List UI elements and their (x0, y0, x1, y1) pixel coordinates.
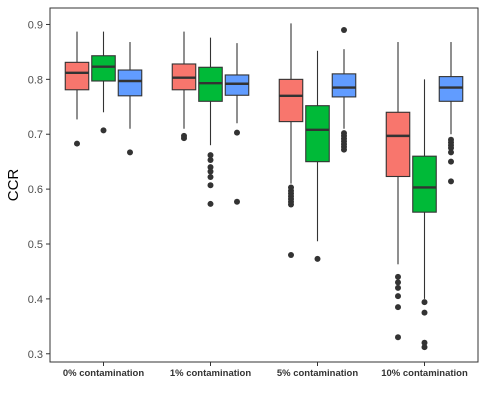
y-tick-label: 0.3 (28, 349, 43, 361)
y-axis-title: CCR (5, 169, 22, 202)
iqr-box (385, 111, 411, 178)
y-tick-label: 0.8 (28, 74, 43, 86)
axes: 0.3 0.4 0.5 0.6 0.7 0.8 0.9 0% contamination 1% … (28, 19, 468, 379)
iqr-box (117, 69, 143, 97)
outlier-point (341, 146, 347, 153)
outlier-point (395, 279, 401, 286)
panel-border (49, 7, 479, 363)
outlier-point (421, 339, 428, 346)
outlier-point (448, 178, 454, 185)
y-tick-label: 0.5 (28, 239, 43, 251)
iqr-box (64, 61, 90, 91)
outlier-point (314, 255, 321, 262)
outlier-point (421, 344, 428, 351)
outlier-point (207, 152, 214, 159)
y-tick-label: 0.4 (28, 294, 43, 306)
box-group (331, 26, 357, 153)
iqr-box (331, 73, 357, 98)
iqr-box (91, 55, 116, 82)
x-category-label: 1% contamination (170, 368, 251, 379)
outlier-point (74, 140, 80, 147)
outlier-point (288, 201, 294, 208)
outlier-point (234, 198, 240, 205)
outlier-point (448, 158, 454, 165)
iqr-box (438, 76, 464, 102)
outlier-point (421, 309, 428, 316)
outlier-point (181, 135, 187, 142)
outlier-point (288, 251, 294, 258)
outlier-point (207, 174, 214, 181)
outlier-point (448, 149, 454, 156)
box-group (278, 23, 304, 258)
outlier-point (395, 273, 401, 280)
outlier-point (421, 299, 428, 306)
outlier-point (207, 200, 214, 207)
iqr-box (278, 78, 304, 123)
box-group (305, 50, 330, 262)
x-category-label: 5% contamination (277, 368, 358, 379)
iqr-box (412, 155, 437, 213)
box-group (117, 42, 143, 156)
outlier-point (234, 129, 240, 136)
box-group (64, 31, 90, 147)
outlier-point (207, 157, 214, 164)
y-tick-label: 0.7 (28, 129, 43, 141)
iqr-box (224, 74, 250, 96)
box-group (385, 42, 411, 341)
outlier-point (207, 168, 214, 175)
box-group (171, 31, 197, 142)
box-group (224, 43, 250, 205)
outlier-point (100, 127, 107, 134)
box-group (412, 79, 437, 351)
y-tick-label: 0.6 (28, 184, 43, 196)
plot-area (49, 7, 479, 363)
y-tick-label: 0.9 (28, 19, 43, 31)
box-group (438, 42, 464, 185)
outlier-point (395, 334, 401, 341)
outlier-point (127, 149, 133, 156)
x-category-label: 0% contamination (63, 368, 144, 379)
outlier-point (341, 26, 347, 33)
outlier-point (207, 182, 214, 189)
outlier-point (207, 164, 214, 171)
x-category-label: 10% contamination (381, 368, 468, 379)
iqr-box (305, 105, 330, 163)
box-group (91, 31, 116, 134)
boxplot-marks (64, 23, 464, 351)
outlier-point (448, 144, 454, 151)
outlier-point (395, 304, 401, 311)
outlier-point (395, 293, 401, 300)
outlier-point (395, 284, 401, 291)
box-group (198, 37, 223, 207)
